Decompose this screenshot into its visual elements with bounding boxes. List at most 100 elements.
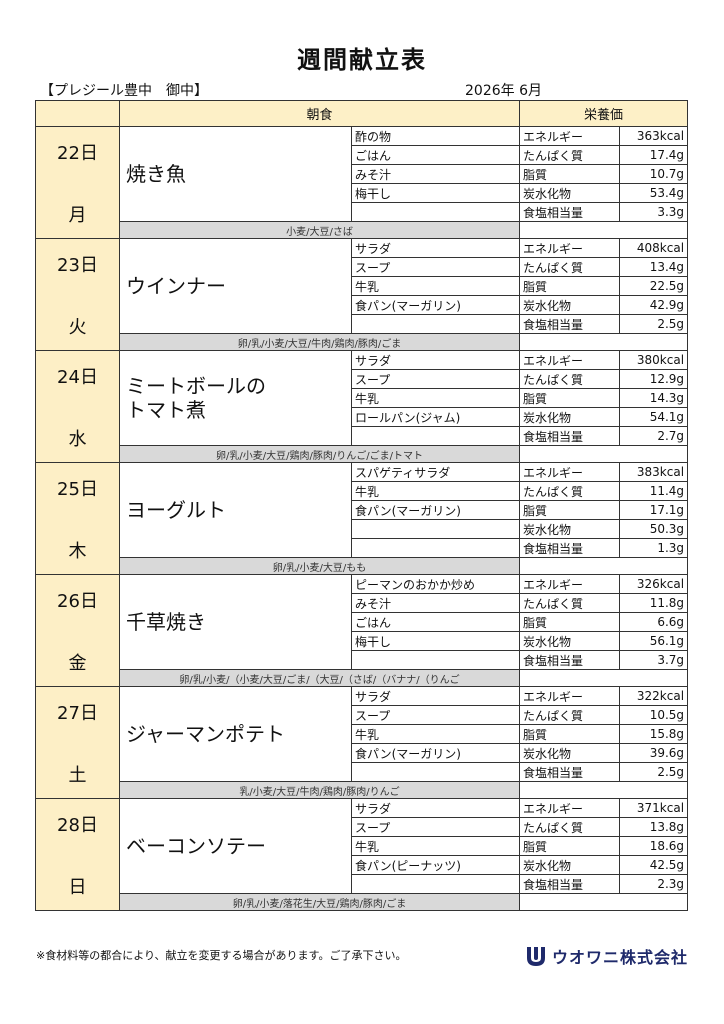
nutrition-label: 炭水化物 xyxy=(519,295,621,315)
menu-row: 食塩相当量 1.3g xyxy=(36,538,689,558)
nutrition-label: 食塩相当量 xyxy=(519,538,621,558)
nutrition-value: 2.5g xyxy=(619,314,689,334)
day-cell: 24日水 xyxy=(35,350,120,463)
main-dish: ベーコンソテー xyxy=(119,798,352,894)
side-dish: 梅干し xyxy=(350,631,521,651)
nutrition-value: 2.5g xyxy=(619,762,689,782)
allergen-list: 卵/乳/小麦/大豆/牛肉/鶏肉/豚肉/ごま xyxy=(118,333,521,351)
allergen-row-blank xyxy=(519,557,689,575)
menu-row: スープ たんぱく質 10.5g xyxy=(36,705,689,725)
page-title: 週間献立表 xyxy=(297,46,427,74)
day-cell: 27日土 xyxy=(35,686,120,799)
nutrition-value: 13.4g xyxy=(619,257,689,277)
table-header-row: 朝食 栄養価 xyxy=(35,100,689,127)
menu-row: 27日土ジャーマンポテト サラダ エネルギー 322kcal xyxy=(35,686,689,799)
nutrition-value: 2.7g xyxy=(619,426,689,446)
day-date: 25日 xyxy=(57,478,98,500)
nutrition-label: たんぱく質 xyxy=(519,369,621,389)
side-dish: スープ xyxy=(350,257,521,277)
side-dish xyxy=(350,314,521,334)
side-dish xyxy=(350,874,521,894)
nutrition-value: 12.9g xyxy=(619,369,689,389)
nutrition-value: 3.3g xyxy=(619,202,689,222)
nutrition-label: エネルギー xyxy=(519,126,621,146)
menu-row: みそ汁 脂質 10.7g xyxy=(36,164,689,184)
day-weekday: 水 xyxy=(68,428,87,450)
menu-row: スープ たんぱく質 13.4g xyxy=(36,257,689,277)
side-dish xyxy=(350,650,521,670)
nutrition-value: 42.9g xyxy=(619,295,689,315)
menu-row: 食塩相当量 2.5g xyxy=(36,314,689,334)
nutrition-label: 炭水化物 xyxy=(519,855,621,875)
nutrition-value: 6.6g xyxy=(619,612,689,632)
main-dish: 焼き魚 xyxy=(119,126,352,222)
nutrition-value: 18.6g xyxy=(619,836,689,856)
nutrition-value: 39.6g xyxy=(619,743,689,763)
day-weekday: 土 xyxy=(68,764,87,786)
nutrition-value: 10.5g xyxy=(619,705,689,725)
allergen-row-blank xyxy=(519,893,689,911)
nutrition-label: 炭水化物 xyxy=(519,519,621,539)
day-cell: 23日火 xyxy=(35,238,120,351)
day-cell: 25日木 xyxy=(35,462,120,575)
day-header-cell xyxy=(35,100,120,127)
side-dish xyxy=(350,538,521,558)
nutrition-label: エネルギー xyxy=(519,798,621,818)
nutrition-label: 食塩相当量 xyxy=(519,314,621,334)
nutrition-value: 13.8g xyxy=(619,817,689,837)
menu-row: 牛乳 たんぱく質 11.4g xyxy=(36,481,689,501)
main-dish: ヨーグルト xyxy=(119,462,352,558)
allergen-row-blank xyxy=(519,669,689,687)
day-weekday: 金 xyxy=(68,652,87,674)
nutrition-label: 脂質 xyxy=(519,612,621,632)
day-date: 23日 xyxy=(57,254,98,276)
menu-row: 26日金千草焼き ピーマンのおかか炒め エネルギー 326kcal xyxy=(35,574,689,687)
side-dish xyxy=(350,519,521,539)
main-dish: 千草焼き xyxy=(119,574,352,670)
nutrition-value: 10.7g xyxy=(619,164,689,184)
nutrition-value: 54.1g xyxy=(619,407,689,427)
allergen-row: 卵/乳/小麦/（小麦/大豆/ごま/（大豆/（さば/（バナナ/（りんご xyxy=(36,669,689,687)
day-date: 27日 xyxy=(57,702,98,724)
side-dish: 酢の物 xyxy=(350,126,521,146)
allergen-row: 卵/乳/小麦/大豆/牛肉/鶏肉/豚肉/ごま xyxy=(36,333,689,351)
side-dish xyxy=(350,762,521,782)
nutrition-label: エネルギー xyxy=(519,574,621,594)
nutrition-header: 栄養価 xyxy=(519,100,689,127)
allergen-row: 卵/乳/小麦/落花生/大豆/鶏肉/豚肉/ごま xyxy=(36,893,689,911)
nutrition-label: 炭水化物 xyxy=(519,631,621,651)
menu-row: 食パン(マーガリン) 炭水化物 39.6g xyxy=(36,743,689,763)
day-weekday: 火 xyxy=(68,316,87,338)
nutrition-label: エネルギー xyxy=(519,462,621,482)
menu-row: スープ たんぱく質 13.8g xyxy=(36,817,689,837)
weekly-menu-table: 朝食 栄養価 22日月焼き魚 酢の物 エネルギー 363kcal ごはん たんぱく質 17.… xyxy=(35,100,689,911)
day-date: 28日 xyxy=(57,814,98,836)
side-dish: サラダ xyxy=(350,238,521,258)
allergen-row: 卵/乳/小麦/大豆/鶏肉/豚肉/りんご/ごま/トマト xyxy=(36,445,689,463)
company-logo: ウオワニ株式会社 xyxy=(524,944,688,968)
nutrition-value: 322kcal xyxy=(619,686,689,706)
nutrition-label: たんぱく質 xyxy=(519,705,621,725)
day-weekday: 月 xyxy=(68,204,87,226)
menu-row: 食パン(マーガリン) 炭水化物 42.9g xyxy=(36,295,689,315)
nutrition-label: 食塩相当量 xyxy=(519,202,621,222)
side-dish: サラダ xyxy=(350,798,521,818)
side-dish: サラダ xyxy=(350,350,521,370)
day-cell: 26日金 xyxy=(35,574,120,687)
nutrition-value: 371kcal xyxy=(619,798,689,818)
menu-row: 24日水ミートボールの トマト煮 サラダ エネルギー 380kcal xyxy=(35,350,689,463)
menu-row: 25日木ヨーグルト スパゲティサラダ エネルギー 383kcal xyxy=(35,462,689,575)
side-dish: スパゲティサラダ xyxy=(350,462,521,482)
side-dish: スープ xyxy=(350,369,521,389)
day-date: 26日 xyxy=(57,590,98,612)
company-name: ウオワニ株式会社 xyxy=(552,948,689,967)
side-dish: 牛乳 xyxy=(350,724,521,744)
allergen-list: 卵/乳/小麦/大豆/もも xyxy=(118,557,521,575)
nutrition-label: たんぱく質 xyxy=(519,481,621,501)
allergen-row-blank xyxy=(519,781,689,799)
nutrition-label: エネルギー xyxy=(519,686,621,706)
allergen-row: 卵/乳/小麦/大豆/もも xyxy=(36,557,689,575)
side-dish: 梅干し xyxy=(350,183,521,203)
nutrition-value: 408kcal xyxy=(619,238,689,258)
menu-row: 牛乳 脂質 22.5g xyxy=(36,276,689,296)
